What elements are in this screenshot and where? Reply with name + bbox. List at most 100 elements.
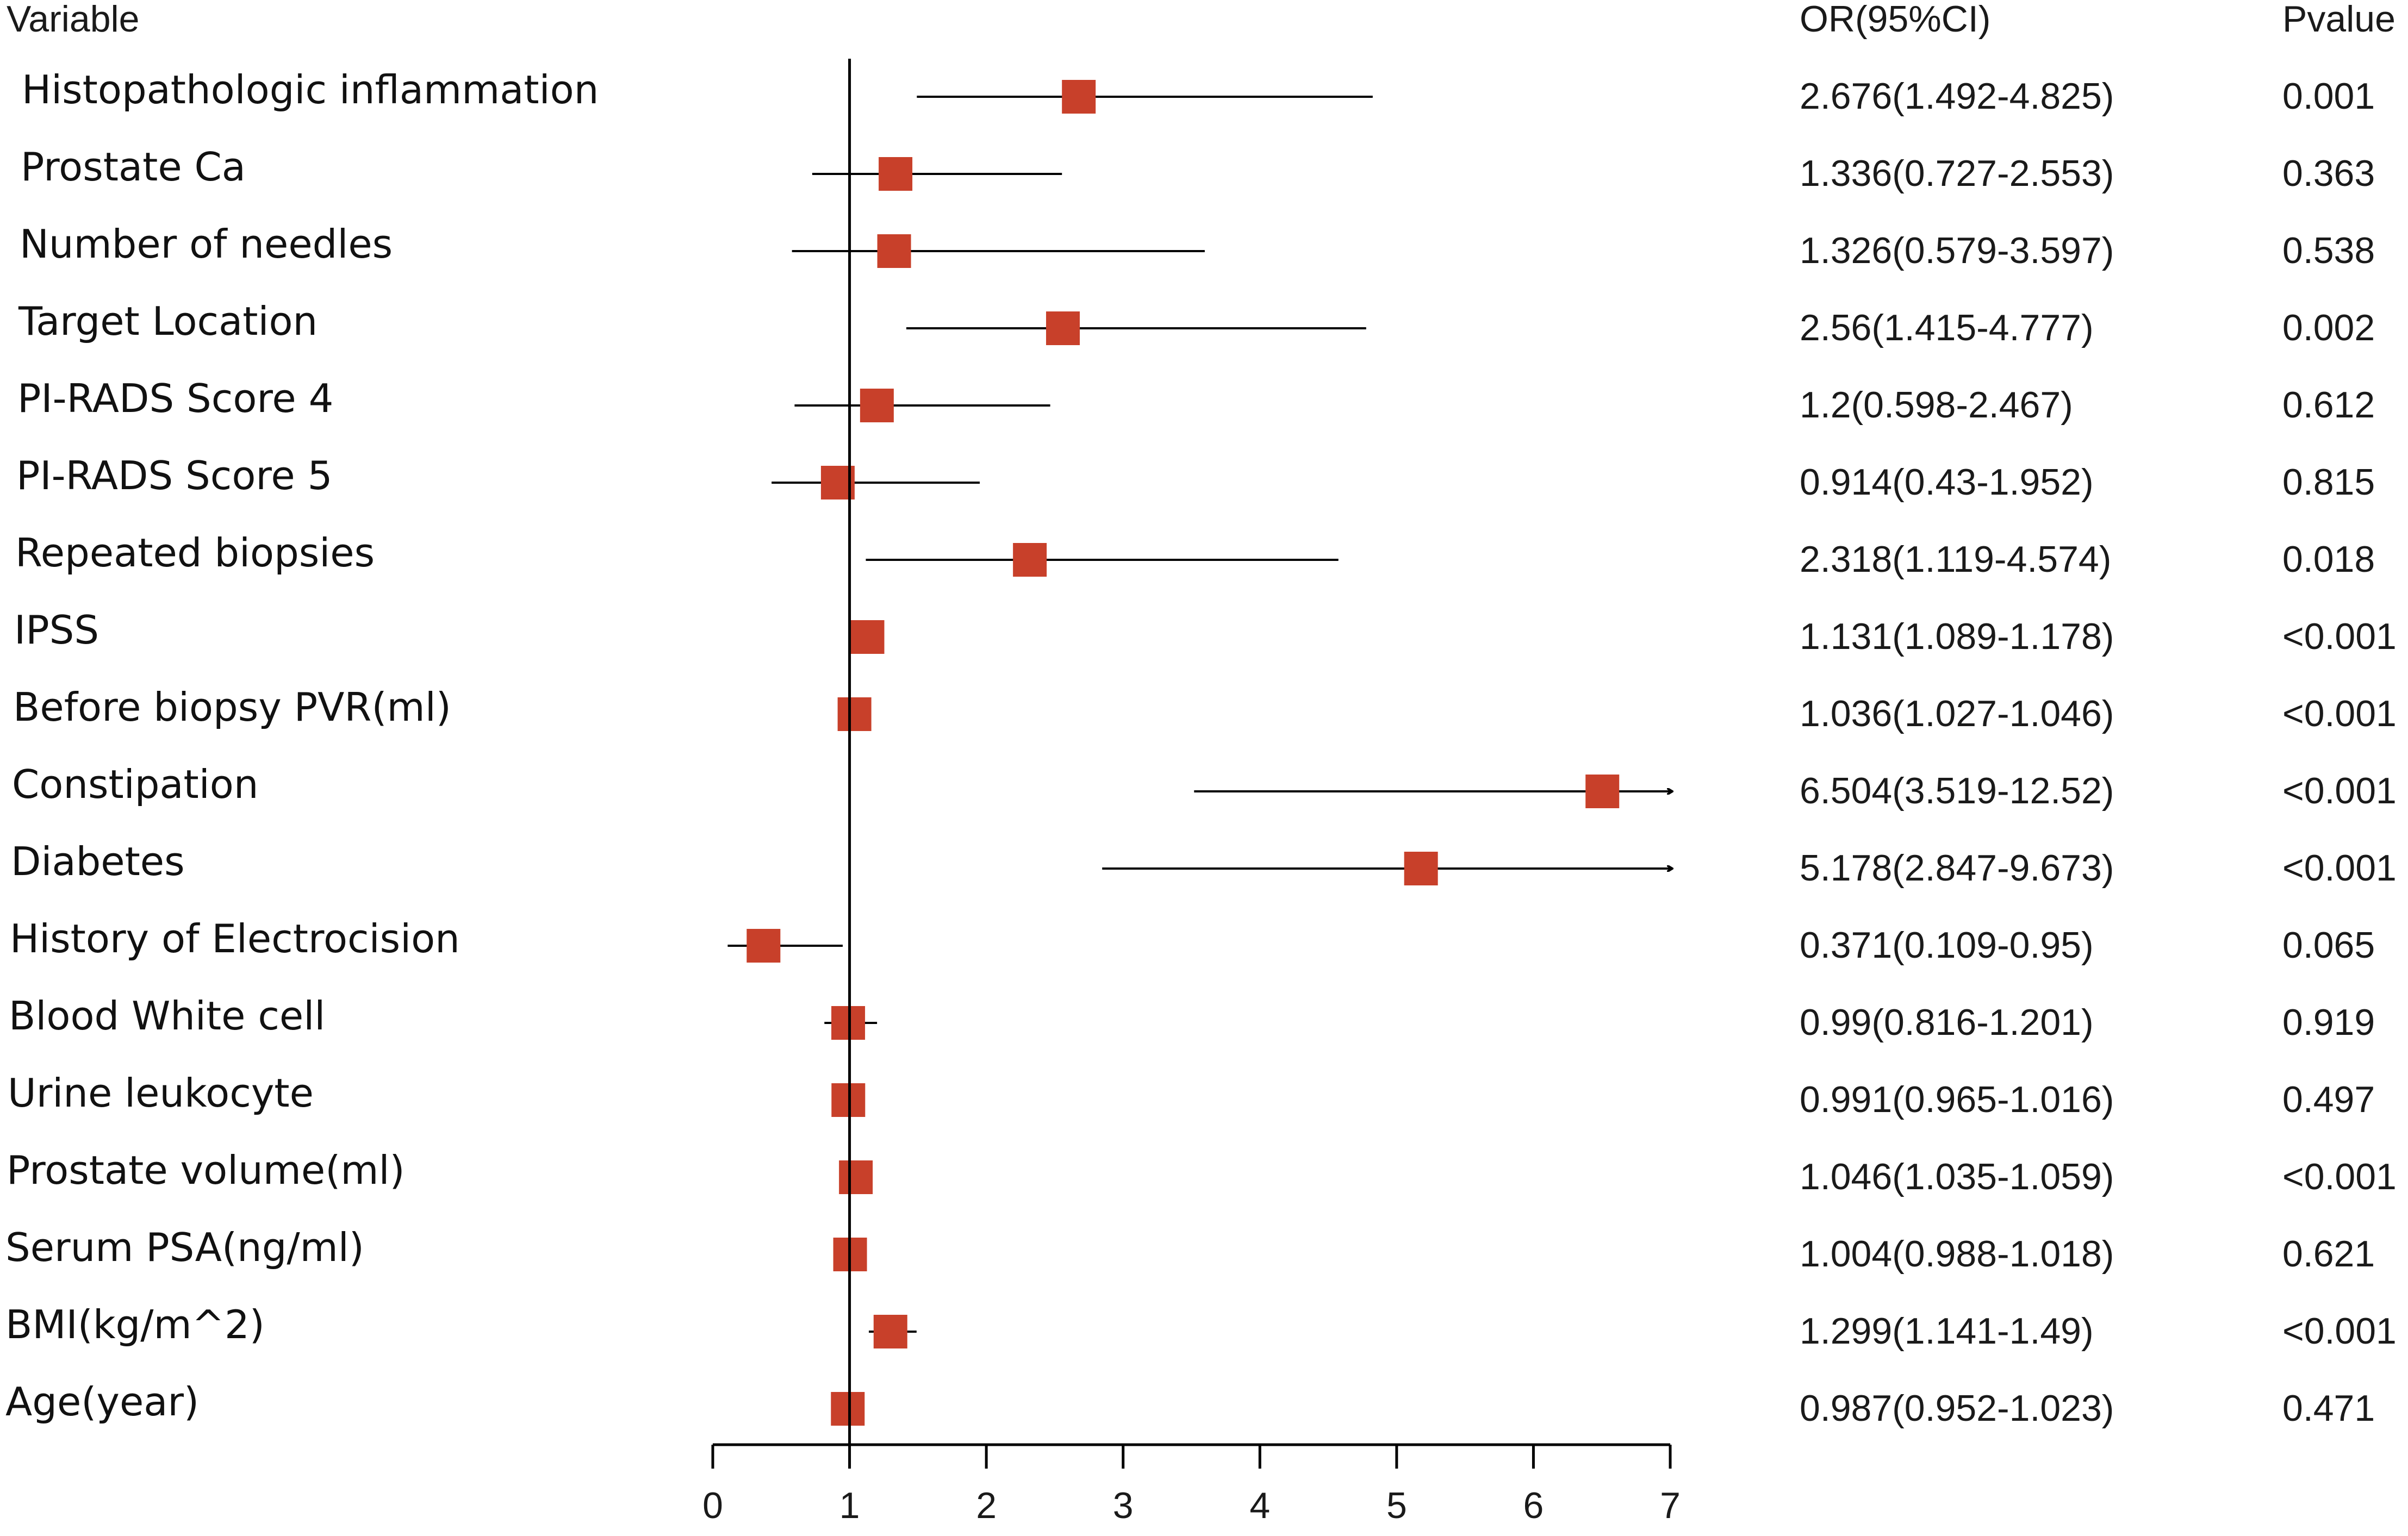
header-or-ci: OR(95%CI)	[1800, 0, 1990, 40]
table-row: Urine leukocyte 0.991(0.965-1.016) 0.497	[8, 1070, 2375, 1120]
or-ci-value: 0.914(0.43-1.952)	[1800, 461, 2094, 503]
variable-label: PI-RADS Score 4	[17, 376, 333, 421]
pvalue-value: 0.471	[2282, 1388, 2375, 1429]
header-pvalue: Pvalue	[2282, 0, 2395, 40]
or-ci-value: 2.56(1.415-4.777)	[1800, 307, 2094, 348]
or-marker	[850, 620, 885, 654]
x-tick-label: 6	[1523, 1485, 1544, 1526]
variable-label: Diabetes	[11, 839, 185, 884]
or-ci-value: 1.2(0.598-2.467)	[1800, 384, 2073, 426]
or-ci-value: 2.676(1.492-4.825)	[1800, 76, 2114, 117]
or-ci-value: 1.004(0.988-1.018)	[1800, 1233, 2114, 1275]
table-row: BMI(kg/m^2) 1.299(1.141-1.49) <0.001	[5, 1302, 2397, 1352]
pvalue-value: <0.001	[2282, 693, 2397, 734]
pvalue-value: <0.001	[2282, 847, 2397, 889]
or-ci-value: 1.131(1.089-1.178)	[1800, 616, 2114, 657]
or-marker	[831, 1392, 865, 1426]
or-ci-value: 1.326(0.579-3.597)	[1800, 230, 2114, 271]
or-ci-value: 1.036(1.027-1.046)	[1800, 693, 2114, 734]
variable-label: Before biopsy PVR(ml)	[13, 684, 451, 730]
table-row: IPSS 1.131(1.089-1.178) <0.001	[14, 607, 2397, 657]
or-marker	[746, 929, 781, 963]
or-ci-value: 0.371(0.109-0.95)	[1800, 925, 2094, 966]
or-ci-value: 0.991(0.965-1.016)	[1800, 1079, 2114, 1120]
pvalue-value: 0.538	[2282, 230, 2375, 271]
table-row: Serum PSA(ng/ml) 1.004(0.988-1.018) 0.621	[5, 1225, 2375, 1275]
or-marker	[879, 157, 913, 191]
table-row: Blood White cell 0.99(0.816-1.201) 0.919	[9, 993, 2375, 1043]
or-marker	[873, 1315, 907, 1348]
pvalue-value: <0.001	[2282, 1156, 2397, 1197]
pvalue-value: 0.002	[2282, 307, 2375, 348]
table-row: Prostate Ca 1.336(0.727-2.553) 0.363	[21, 144, 2375, 194]
or-marker	[877, 234, 911, 268]
or-marker	[1585, 775, 1620, 808]
or-marker	[1046, 311, 1080, 345]
pvalue-value: 0.815	[2282, 461, 2375, 503]
table-row: History of Electrocision 0.371(0.109-0.95…	[10, 916, 2375, 966]
pvalue-value: <0.001	[2282, 770, 2397, 811]
or-marker	[837, 697, 872, 731]
table-row: Histopathologic inflammation 2.676(1.492-…	[22, 67, 2375, 117]
table-row: PI-RADS Score 4 1.2(0.598-2.467) 0.612	[17, 376, 2375, 426]
table-row: Prostate volume(ml) 1.046(1.035-1.059) <0.…	[7, 1147, 2397, 1197]
or-marker	[860, 389, 894, 422]
table-row: Number of needles 1.326(0.579-3.597) 0.538	[20, 221, 2375, 271]
table-row: Diabetes 5.178(2.847-9.673) <0.001	[11, 839, 2397, 889]
pvalue-value: 0.065	[2282, 925, 2375, 966]
variable-label: Prostate volume(ml)	[7, 1147, 405, 1193]
variable-label: Serum PSA(ng/ml)	[5, 1225, 364, 1270]
pvalue-value: 0.497	[2282, 1079, 2375, 1120]
pvalue-value: 0.621	[2282, 1233, 2375, 1275]
x-tick-label: 4	[1249, 1485, 1270, 1526]
or-ci-value: 0.99(0.816-1.201)	[1800, 1002, 2094, 1043]
or-ci-value: 6.504(3.519-12.52)	[1800, 770, 2114, 811]
or-ci-value: 1.299(1.141-1.49)	[1800, 1310, 2094, 1352]
x-axis: 0 1 2 3 4 5 6 7	[702, 1443, 1681, 1526]
header-variable: Variable	[7, 0, 139, 40]
variable-label: Number of needles	[20, 221, 393, 267]
pvalue-value: 0.612	[2282, 384, 2375, 426]
or-ci-value: 5.178(2.847-9.673)	[1800, 847, 2114, 889]
variable-label: Repeated biopsies	[15, 530, 375, 576]
x-tick-label: 3	[1113, 1485, 1134, 1526]
table-row: Before biopsy PVR(ml) 1.036(1.027-1.046) <…	[13, 684, 2397, 734]
x-tick-label: 7	[1660, 1485, 1681, 1526]
variable-label: Target Location	[18, 298, 318, 344]
variable-label: History of Electrocision	[10, 916, 460, 961]
variable-label: Prostate Ca	[21, 144, 246, 190]
variable-label: Age(year)	[5, 1379, 199, 1425]
table-row: PI-RADS Score 5 0.914(0.43-1.952) 0.815	[16, 453, 2375, 503]
x-tick-label: 1	[839, 1485, 860, 1526]
pvalue-value: 0.001	[2282, 76, 2375, 117]
or-marker	[1013, 543, 1047, 577]
or-marker	[831, 1006, 866, 1040]
variable-label: IPSS	[14, 607, 99, 653]
table-row: Age(year) 0.987(0.952-1.023) 0.471	[5, 1379, 2375, 1429]
table-row: Constipation 6.504(3.519-12.52) <0.001	[12, 761, 2397, 811]
or-marker	[839, 1160, 873, 1194]
or-marker	[1062, 80, 1096, 114]
pvalue-value: 0.018	[2282, 539, 2375, 580]
variable-label: Urine leukocyte	[8, 1070, 314, 1116]
pvalue-value: 0.363	[2282, 153, 2375, 194]
variable-label: Constipation	[12, 761, 258, 807]
x-tick-label: 5	[1386, 1485, 1407, 1526]
table-row: Repeated biopsies 2.318(1.119-4.574) 0.018	[15, 530, 2375, 580]
table-row: Target Location 2.56(1.415-4.777) 0.002	[18, 298, 2375, 348]
variable-label: BMI(kg/m^2)	[5, 1302, 265, 1347]
pvalue-value: 0.919	[2282, 1002, 2375, 1043]
x-tick-label: 0	[702, 1485, 723, 1526]
pvalue-value: <0.001	[2282, 1310, 2397, 1352]
or-ci-value: 0.987(0.952-1.023)	[1800, 1388, 2114, 1429]
or-ci-value: 2.318(1.119-4.574)	[1800, 539, 2111, 580]
variable-label: Histopathologic inflammation	[22, 67, 599, 113]
rows-group: Histopathologic inflammation 2.676(1.492-…	[5, 67, 2397, 1429]
or-ci-value: 1.336(0.727-2.553)	[1800, 153, 2114, 194]
variable-label: Blood White cell	[9, 993, 325, 1039]
or-ci-value: 1.046(1.035-1.059)	[1800, 1156, 2114, 1197]
variable-label: PI-RADS Score 5	[16, 453, 332, 498]
pvalue-value: <0.001	[2282, 616, 2397, 657]
or-marker	[1404, 852, 1438, 885]
